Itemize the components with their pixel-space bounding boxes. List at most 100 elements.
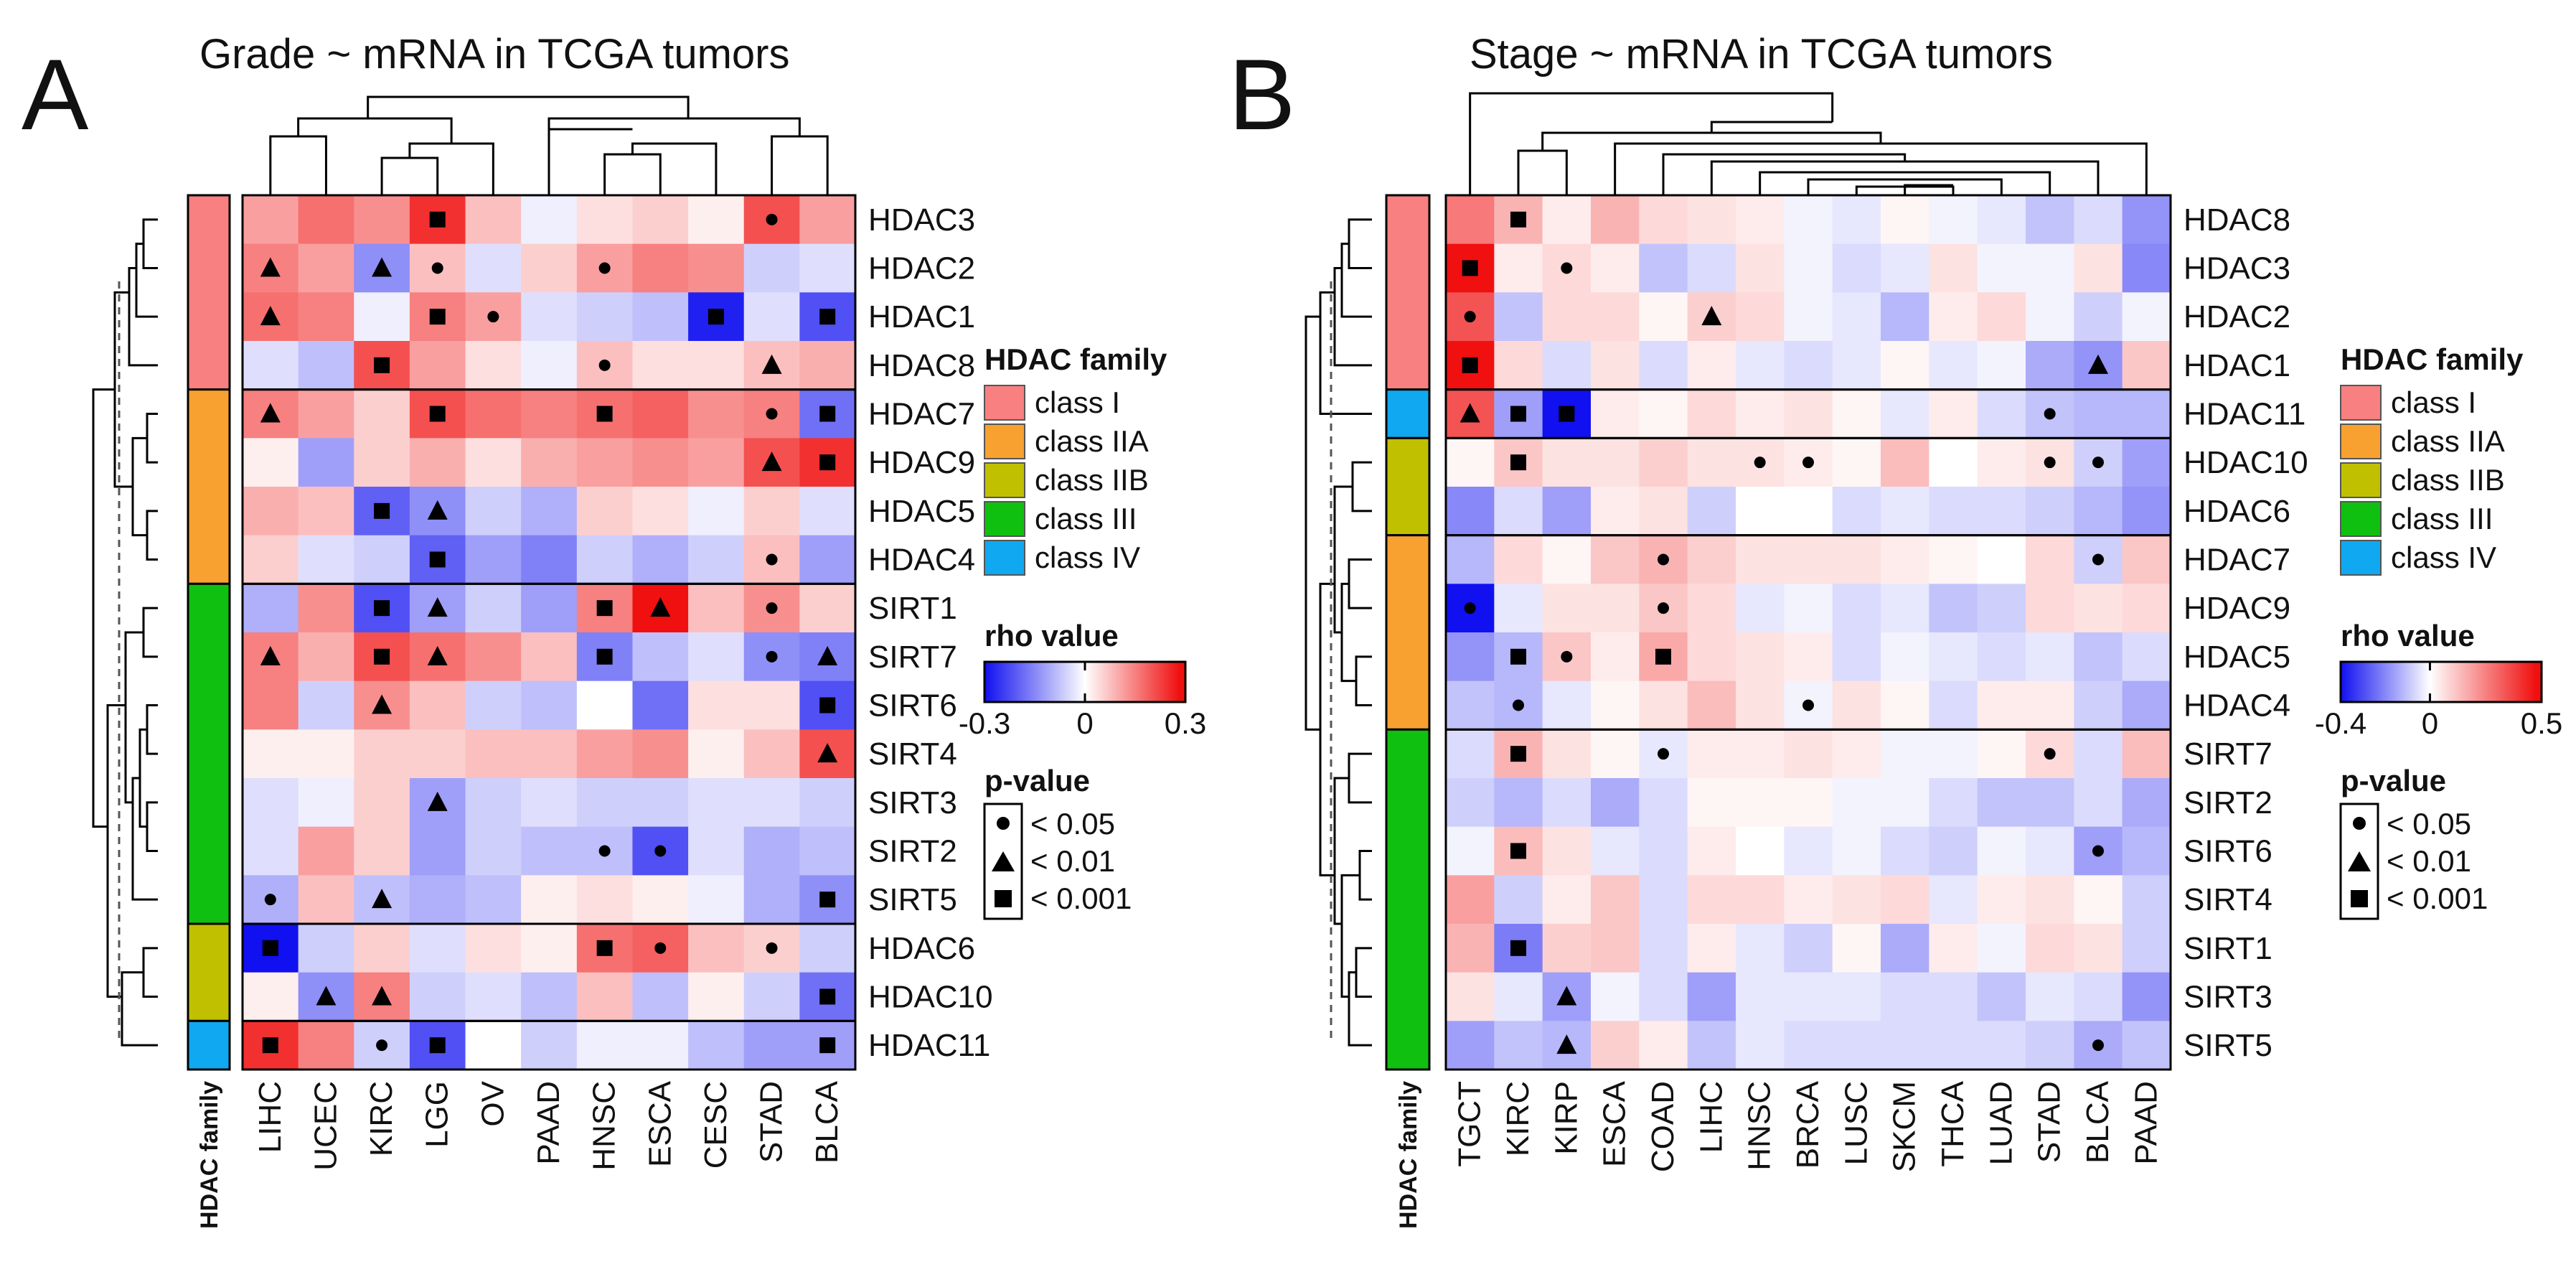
heatmap-cell [521, 972, 578, 1021]
family-legend-swatch [984, 501, 1025, 537]
pvalue-square-marker [374, 648, 390, 665]
heatmap-b: HDAC8 HDAC3 HDAC2 HDAC1 HDAC11 HDAC10 HDAC6 HDA… [1305, 92, 2308, 1229]
heatmap-cell [1784, 972, 1833, 1021]
pvalue-square-marker [1510, 454, 1526, 471]
heatmap-cell [243, 778, 299, 828]
heatmap-cell [743, 875, 800, 925]
heatmap-cell [2026, 584, 2074, 633]
heatmap-cell [1832, 535, 1881, 584]
pvalue-circle-marker [766, 942, 778, 954]
heatmap-cell [1446, 1021, 1495, 1070]
heatmap-cell [298, 778, 354, 828]
heatmap-cell [1687, 584, 1736, 633]
heatmap-cell [465, 729, 522, 779]
pvalue-circle-marker [376, 1039, 388, 1052]
heatmap-cell [1784, 341, 1833, 390]
pvalue-circle-marker [1464, 602, 1476, 614]
heatmap-cell [1881, 632, 1929, 682]
row-dendrogram-branch [1348, 752, 1372, 804]
heatmap-cell [1881, 875, 1929, 925]
family-legend-swatch [2340, 501, 2382, 537]
panel-b-title: Stage ~ mRNA in TCGA tumors [1470, 31, 2053, 78]
heatmap-cell [2026, 535, 2074, 584]
heatmap-cell [632, 535, 689, 584]
column-label: SKCM [1887, 1081, 1922, 1172]
heatmap-cell [1832, 487, 1881, 536]
heatmap-cell [1687, 729, 1736, 779]
column-label: LGG [420, 1081, 455, 1148]
pvalue-triangle-marker [316, 986, 337, 1006]
column-label: PAAD [531, 1081, 566, 1165]
family-color-block [1385, 194, 1431, 391]
heatmap-cell [1929, 680, 1978, 730]
heatmap-cell [1687, 389, 1736, 439]
heatmap-cell [354, 389, 410, 439]
heatmap-cell [409, 924, 466, 973]
heatmap-cell [465, 778, 522, 828]
pvalue-legend-title: p-value [2341, 764, 2446, 797]
pvalue-square-marker [374, 600, 390, 617]
heatmap-cell [465, 487, 522, 536]
heatmap-cell [1542, 729, 1592, 779]
pvalue-square-marker [1510, 211, 1526, 228]
heatmap-cell [243, 487, 299, 536]
heatmap-cell [1639, 1021, 1688, 1070]
heatmap-cell [1832, 924, 1881, 973]
heatmap-cell [1591, 972, 1640, 1021]
heatmap-cell [1687, 632, 1736, 682]
row-label: HDAC8 [868, 348, 975, 383]
heatmap-cell [1494, 584, 1543, 633]
pvalue-triangle-marker [761, 354, 782, 374]
family-legend-label: class III [2391, 502, 2493, 535]
heatmap-cell [1977, 778, 2026, 828]
heatmap-cell [2026, 487, 2074, 536]
pvalue-circle-marker [264, 894, 276, 906]
family-legend-label: class IIB [1035, 463, 1149, 497]
rho-legend-title: rho value [2341, 619, 2475, 652]
heatmap-cell [243, 584, 299, 633]
heatmap-cell [1736, 243, 1785, 293]
heatmap-cell [1687, 487, 1736, 536]
family-legend-swatch [984, 540, 1025, 576]
heatmap-cell [243, 826, 299, 876]
heatmap-cell [1929, 875, 1978, 925]
pvalue-circle-marker [2092, 1039, 2104, 1052]
pvalue-legend-title: p-value [984, 764, 1090, 797]
heatmap-cell [1736, 924, 1785, 973]
heatmap-cell [1784, 778, 1833, 828]
heatmap-cell [1639, 438, 1688, 487]
row-label: HDAC9 [868, 445, 975, 480]
column-dendrogram-branch [1469, 92, 1834, 195]
heatmap-cell [632, 243, 689, 293]
heatmap-cell [1784, 875, 1833, 925]
row-label: HDAC9 [2184, 591, 2290, 626]
heatmap-cell [1687, 972, 1736, 1021]
heatmap-cell [1977, 972, 2026, 1021]
family-legend-label: class IV [2391, 541, 2496, 574]
heatmap-cell [2074, 680, 2123, 730]
heatmap-cell [465, 195, 522, 245]
heatmap-cell [688, 487, 745, 536]
pvalue-square-marker [1462, 260, 1478, 276]
heatmap-cell [521, 487, 578, 536]
heatmap-cell [1639, 292, 1688, 342]
family-legend-swatch [2340, 424, 2382, 459]
heatmap-cell [1784, 535, 1833, 584]
family-color-block [1385, 728, 1431, 1071]
pvalue-triangle-marker [2088, 354, 2108, 374]
heatmap-cell [1832, 292, 1881, 342]
family-color-block [187, 582, 231, 925]
column-dendrogram-branch [547, 128, 633, 195]
heatmap-cell [1542, 535, 1592, 584]
heatmap-cell [465, 632, 522, 682]
row-dendrogram-branch [1355, 947, 1372, 998]
pvalue-triangle-marker [761, 451, 782, 472]
column-label: THCA [1935, 1080, 1970, 1166]
heatmap-cell [1591, 389, 1640, 439]
heatmap-cell [521, 826, 578, 876]
pvalue-square-marker [1510, 940, 1526, 956]
heatmap-cell [298, 584, 354, 633]
pvalue-triangle-marker [260, 306, 281, 326]
family-legend-title: HDAC family [984, 342, 1167, 376]
heatmap-cell [465, 875, 522, 925]
